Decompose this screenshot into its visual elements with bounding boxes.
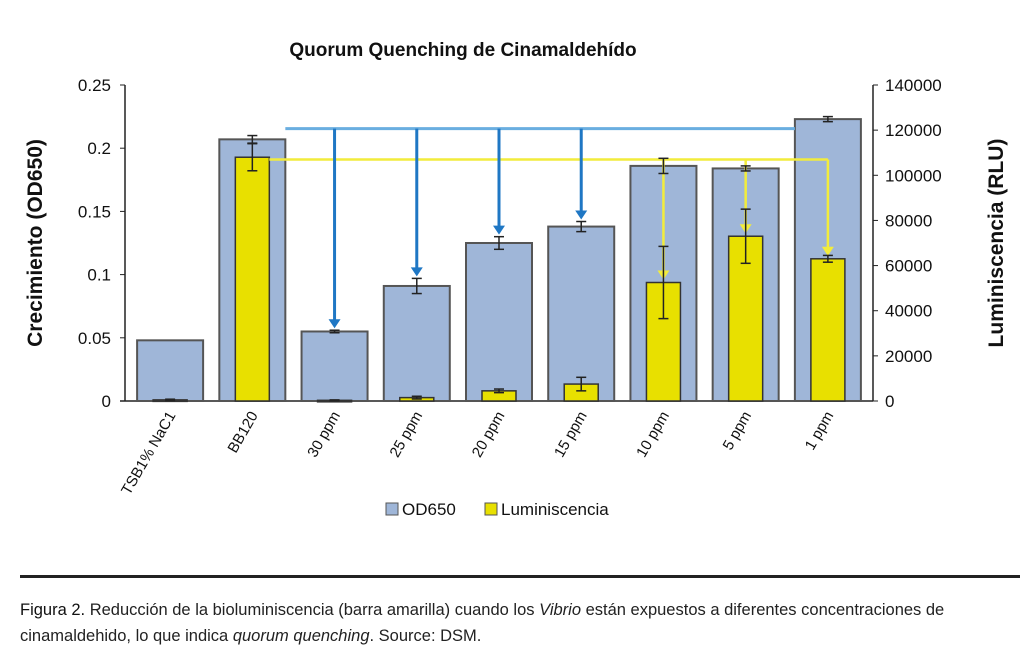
- bar-od650: [547, 225, 616, 402]
- legend: OD650 Luminiscencia: [385, 500, 609, 519]
- legend-swatch-od650: [385, 502, 399, 516]
- figure-caption: Figura 2. Reducción de la bioluminiscenc…: [20, 597, 1020, 649]
- x-tick-label: TSB1% NaC1: [118, 409, 179, 498]
- y2-tick-label: 140000: [885, 76, 942, 95]
- chart: Quorum Quenching de Cinamaldehído Crecim…: [24, 40, 1008, 519]
- legend-label-luminiscencia: Luminiscencia: [501, 500, 609, 519]
- bar-od650: [382, 284, 451, 403]
- y-axis-label: Crecimiento (OD650): [24, 139, 47, 347]
- y-tick-label: 0.25: [78, 76, 111, 95]
- x-tick-label: 20 ppm: [469, 409, 509, 461]
- x-tick-label: 10 ppm: [633, 409, 673, 461]
- y-tick-label: 0.1: [87, 266, 111, 285]
- legend-swatch-luminiscencia: [484, 502, 498, 516]
- caption-text: Reducción de la bioluminiscencia (barra …: [85, 601, 540, 619]
- caption-text: están expuestos a diferentes concentraci…: [20, 601, 945, 645]
- blue-arrowhead: [410, 267, 423, 277]
- caption-text: . Source: DSM.: [369, 627, 482, 645]
- blue-arrowhead: [493, 225, 505, 235]
- blue-arrowhead: [328, 319, 341, 329]
- y2-tick-label: 120000: [885, 121, 942, 140]
- y2-tick-label: 80000: [885, 211, 932, 230]
- x-tick-label: BB120: [225, 409, 262, 457]
- y2-tick-label: 0: [885, 392, 894, 411]
- legend-label-od650: OD650: [402, 500, 456, 519]
- x-tick-label: 15 ppm: [551, 409, 591, 461]
- caption-italic: quorum quenching: [232, 627, 370, 645]
- bar-od650: [465, 242, 533, 402]
- chart-title: Quorum Quenching de Cinamaldehído: [289, 40, 636, 61]
- bar-od650: [136, 339, 205, 403]
- yellow-arrowhead: [821, 246, 834, 256]
- y-tick-label: 0: [102, 392, 111, 411]
- y2-tick-label: 100000: [885, 166, 942, 185]
- x-tick-label: 1 ppm: [802, 409, 838, 454]
- y2-tick-label: 40000: [885, 302, 932, 321]
- bar-luminiscencia: [234, 156, 271, 402]
- y-tick-label: 0.15: [78, 202, 111, 221]
- bar-luminiscencia: [810, 258, 846, 402]
- x-tick-label: 25 ppm: [386, 409, 426, 461]
- bar-od650: [300, 330, 369, 403]
- y2-tick-label: 60000: [885, 257, 932, 276]
- caption-rule: [20, 575, 1020, 578]
- y2-axis-label: Luminiscencia (RLU): [985, 139, 1008, 348]
- x-tick-label: 5 ppm: [720, 409, 756, 454]
- caption-label: Figura 2.: [20, 601, 86, 619]
- y-tick-label: 0.2: [87, 139, 111, 158]
- x-tick-label: 30 ppm: [304, 409, 344, 461]
- y-tick-label: 0.05: [78, 329, 111, 348]
- y2-tick-label: 20000: [885, 347, 932, 366]
- caption-italic: Vibrio: [539, 601, 581, 619]
- blue-arrowhead: [575, 210, 588, 220]
